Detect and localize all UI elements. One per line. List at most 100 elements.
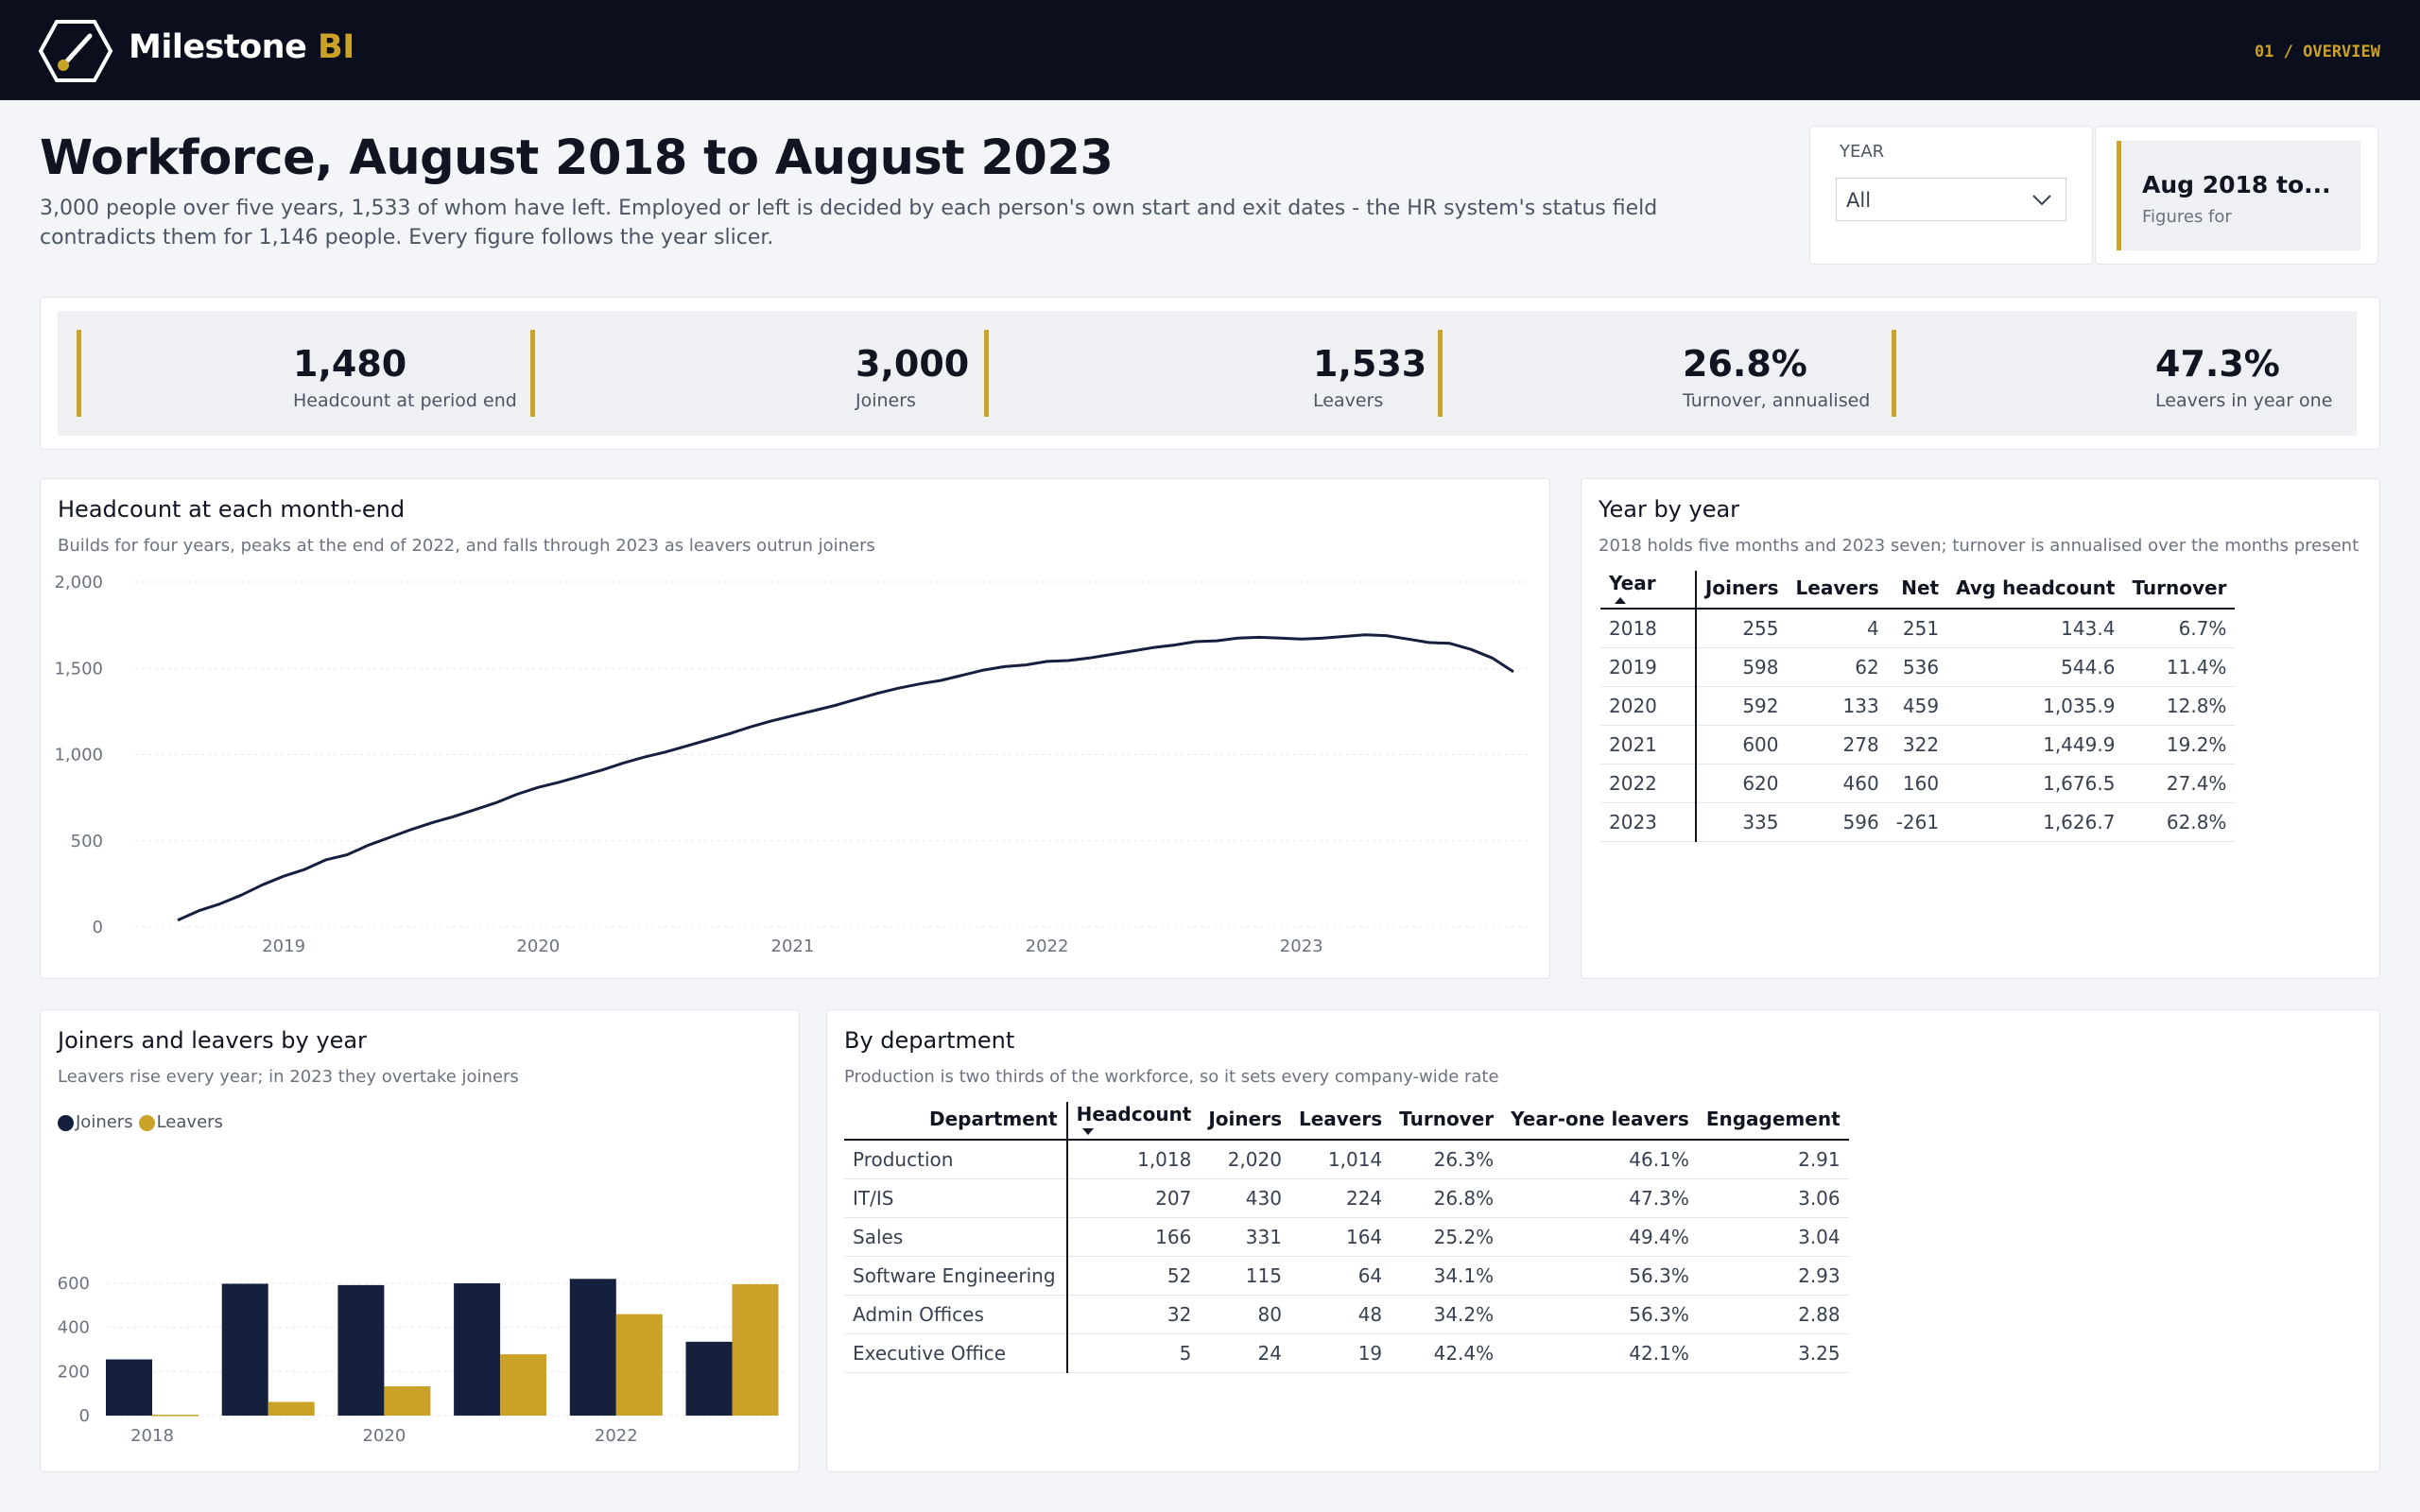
table-cell: 2021 bbox=[1600, 725, 1697, 765]
table-row[interactable]: 2020 592 133 459 1,035.9 12.8% bbox=[1600, 686, 2236, 726]
bar-joiners[interactable] bbox=[221, 1283, 268, 1416]
bar-leavers[interactable] bbox=[268, 1401, 315, 1416]
year-by-year-panel: Year by year 2018 holds five months and … bbox=[1581, 478, 2380, 979]
table-cell: 2018 bbox=[1600, 609, 1697, 648]
column-header-year-one-leavers[interactable]: Year-one leavers bbox=[1502, 1102, 1698, 1141]
page-subtitle: 3,000 people over five years, 1,533 of w… bbox=[40, 197, 1658, 249]
table-cell: IT/IS bbox=[844, 1178, 1068, 1218]
table-row[interactable]: Admin Offices 32 80 48 34.2% 56.3% 2.88 bbox=[844, 1295, 1849, 1334]
y-tick-label: 400 bbox=[58, 1318, 90, 1338]
table-row[interactable]: Production 1,018 2,020 1,014 26.3% 46.1% 2.91 bbox=[844, 1140, 1849, 1179]
bar-joiners[interactable] bbox=[337, 1284, 385, 1416]
x-tick-label: 2019 bbox=[262, 936, 305, 956]
table-cell: 460 bbox=[1787, 764, 1888, 803]
bar-joiners[interactable] bbox=[685, 1341, 733, 1416]
table-cell: 46.1% bbox=[1502, 1140, 1698, 1179]
leavers-swatch bbox=[138, 1114, 155, 1131]
table-cell: 26.3% bbox=[1391, 1140, 1503, 1179]
table-cell: 12.8% bbox=[2123, 686, 2236, 726]
table-cell: 166 bbox=[1066, 1217, 1201, 1257]
kpi-year-one-leavers: 47.3% Leavers in year one bbox=[1892, 330, 2345, 417]
bar-joiners[interactable] bbox=[106, 1359, 152, 1417]
table-row[interactable]: 2022 620 460 160 1,676.5 27.4% bbox=[1600, 764, 2236, 803]
column-header-joiners[interactable]: Joiners bbox=[1695, 571, 1788, 610]
table-cell: 596 bbox=[1787, 802, 1888, 842]
table-cell: 251 bbox=[1887, 609, 1948, 648]
table-cell: 62 bbox=[1787, 647, 1888, 687]
legend-item-joiners[interactable]: Joiners bbox=[58, 1112, 133, 1132]
table-row[interactable]: 2021 600 278 322 1,449.9 19.2% bbox=[1600, 725, 2236, 765]
column-header-leavers[interactable]: Leavers bbox=[1289, 1102, 1392, 1141]
brand-name: Milestone BI bbox=[129, 28, 354, 66]
panel-title: Joiners and leavers by year bbox=[58, 1027, 367, 1054]
kpi-value: 47.3% bbox=[2155, 343, 2280, 385]
table-cell: 1,449.9 bbox=[1947, 725, 2124, 765]
column-header-department[interactable]: Department bbox=[844, 1102, 1068, 1141]
department-panel: By department Production is two thirds o… bbox=[826, 1009, 2380, 1472]
table-row[interactable]: Executive Office 5 24 19 42.4% 42.1% 3.25 bbox=[844, 1333, 1849, 1373]
x-tick-label: 2018 bbox=[130, 1426, 174, 1446]
headcount-line-chart: 0 500 1,000 1,500 2,000 2019 2020 2021 2022 2023 bbox=[54, 573, 1530, 956]
bar-joiners[interactable] bbox=[569, 1279, 616, 1416]
panel-subtitle: Production is two thirds of the workforc… bbox=[844, 1067, 1499, 1087]
y-tick-label: 0 bbox=[79, 1406, 90, 1426]
legend-item-leavers[interactable]: Leavers bbox=[138, 1112, 223, 1132]
table-cell: 322 bbox=[1887, 725, 1948, 765]
table-cell: 1,035.9 bbox=[1947, 686, 2124, 726]
table-cell: 536 bbox=[1887, 647, 1948, 687]
table-cell: Admin Offices bbox=[844, 1295, 1068, 1334]
bar-leavers[interactable] bbox=[732, 1283, 779, 1416]
x-tick-label: 2022 bbox=[1026, 936, 1069, 956]
table-row[interactable]: Sales 166 331 164 25.2% 49.4% 3.04 bbox=[844, 1217, 1849, 1257]
kpi-headcount: 1,480 Headcount at period end bbox=[77, 330, 530, 417]
bar-leavers[interactable] bbox=[500, 1354, 547, 1416]
column-header-year[interactable]: Year bbox=[1600, 571, 1697, 610]
table-cell: Sales bbox=[844, 1217, 1068, 1257]
column-header-turnover[interactable]: Turnover bbox=[1391, 1102, 1503, 1141]
column-header-leavers[interactable]: Leavers bbox=[1787, 571, 1888, 610]
headcount-line[interactable] bbox=[177, 633, 1514, 922]
table-cell: 42.4% bbox=[1391, 1333, 1503, 1373]
table-cell: 430 bbox=[1200, 1178, 1290, 1218]
year-slicer-value: All bbox=[1846, 189, 1872, 212]
column-header-joiners[interactable]: Joiners bbox=[1200, 1102, 1290, 1141]
panel-subtitle: Builds for four years, peaks at the end … bbox=[58, 536, 875, 556]
table-row[interactable]: 2019 598 62 536 544.6 11.4% bbox=[1600, 647, 2236, 687]
table-cell: 25.2% bbox=[1391, 1217, 1503, 1257]
table-cell: 34.1% bbox=[1391, 1256, 1503, 1296]
table-cell: 24 bbox=[1200, 1333, 1290, 1373]
x-tick-label: 2020 bbox=[516, 936, 560, 956]
column-header-net[interactable]: Net bbox=[1887, 571, 1948, 610]
table-cell: 27.4% bbox=[2123, 764, 2236, 803]
table-row[interactable]: 2023 335 596 -261 1,626.7 62.8% bbox=[1600, 802, 2236, 842]
panel-subtitle: 2018 holds five months and 2023 seven; t… bbox=[1599, 536, 2360, 556]
x-tick-label: 2023 bbox=[1280, 936, 1323, 956]
table-cell: -261 bbox=[1887, 802, 1948, 842]
column-header-turnover[interactable]: Turnover bbox=[2123, 571, 2236, 610]
table-row[interactable]: 2018 255 4 251 143.4 6.7% bbox=[1600, 609, 2236, 648]
joiners-leavers-panel: Joiners and leavers by year Leavers rise… bbox=[40, 1009, 800, 1472]
table-cell: 459 bbox=[1887, 686, 1948, 726]
table-row[interactable]: IT/IS 207 430 224 26.8% 47.3% 3.06 bbox=[844, 1178, 1849, 1218]
sort-descending-icon bbox=[1081, 1127, 1094, 1135]
table-cell: 2.91 bbox=[1697, 1140, 1849, 1179]
column-header-avg-headcount[interactable]: Avg headcount bbox=[1947, 571, 2124, 610]
table-cell: 5 bbox=[1066, 1333, 1201, 1373]
column-header-engagement[interactable]: Engagement bbox=[1697, 1102, 1849, 1141]
year-slicer-dropdown[interactable]: All bbox=[1836, 178, 2066, 221]
bar-leavers[interactable] bbox=[615, 1314, 663, 1416]
page-tag: 01 / OVERVIEW bbox=[2254, 43, 2380, 61]
bar-joiners[interactable] bbox=[454, 1283, 501, 1416]
table-row[interactable]: Software Engineering 52 115 64 34.1% 56.3% 2.9… bbox=[844, 1256, 1849, 1296]
column-header-headcount[interactable]: Headcount bbox=[1066, 1102, 1201, 1141]
table-cell: 56.3% bbox=[1502, 1256, 1698, 1296]
table-cell: 133 bbox=[1787, 686, 1888, 726]
kpi-leavers: 1,533 Leavers bbox=[984, 330, 1438, 417]
y-tick-label: 1,000 bbox=[54, 746, 103, 765]
bar-leavers[interactable] bbox=[384, 1385, 431, 1416]
kpi-label: Joiners bbox=[856, 390, 916, 411]
top-bar: Milestone BI 01 / OVERVIEW bbox=[0, 0, 2420, 100]
panel-title: By department bbox=[844, 1027, 1015, 1054]
table-cell: 2022 bbox=[1600, 764, 1697, 803]
bar-leavers[interactable] bbox=[152, 1415, 199, 1417]
